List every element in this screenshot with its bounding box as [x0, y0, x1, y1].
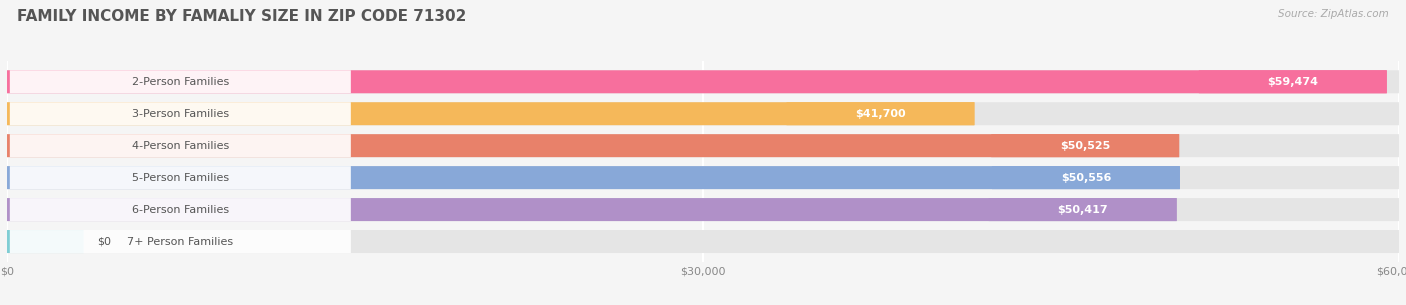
FancyBboxPatch shape: [7, 230, 83, 253]
FancyBboxPatch shape: [991, 134, 1180, 157]
FancyBboxPatch shape: [10, 230, 352, 253]
FancyBboxPatch shape: [10, 102, 352, 125]
Text: 6-Person Families: 6-Person Families: [132, 205, 229, 215]
FancyBboxPatch shape: [993, 166, 1180, 189]
FancyBboxPatch shape: [7, 102, 1399, 125]
FancyBboxPatch shape: [7, 166, 1180, 189]
Text: 5-Person Families: 5-Person Families: [132, 173, 229, 183]
FancyBboxPatch shape: [7, 102, 974, 125]
Text: $41,700: $41,700: [855, 109, 905, 119]
FancyBboxPatch shape: [7, 166, 1399, 189]
Text: $0: $0: [97, 237, 111, 246]
FancyBboxPatch shape: [10, 70, 352, 93]
Text: $59,474: $59,474: [1267, 77, 1319, 87]
Text: $50,525: $50,525: [1060, 141, 1111, 151]
FancyBboxPatch shape: [10, 166, 352, 189]
FancyBboxPatch shape: [7, 198, 1177, 221]
FancyBboxPatch shape: [7, 70, 1386, 93]
FancyBboxPatch shape: [7, 70, 1399, 93]
FancyBboxPatch shape: [7, 198, 1399, 221]
Text: 3-Person Families: 3-Person Families: [132, 109, 229, 119]
Text: 7+ Person Families: 7+ Person Families: [128, 237, 233, 246]
Text: $50,556: $50,556: [1060, 173, 1111, 183]
FancyBboxPatch shape: [10, 198, 352, 221]
FancyBboxPatch shape: [988, 198, 1177, 221]
FancyBboxPatch shape: [10, 134, 352, 157]
FancyBboxPatch shape: [7, 134, 1180, 157]
FancyBboxPatch shape: [7, 134, 1399, 157]
FancyBboxPatch shape: [7, 230, 1399, 253]
Text: Source: ZipAtlas.com: Source: ZipAtlas.com: [1278, 9, 1389, 19]
Text: $50,417: $50,417: [1057, 205, 1108, 215]
FancyBboxPatch shape: [786, 102, 974, 125]
Text: 4-Person Families: 4-Person Families: [132, 141, 229, 151]
Text: 2-Person Families: 2-Person Families: [132, 77, 229, 87]
Text: FAMILY INCOME BY FAMALIY SIZE IN ZIP CODE 71302: FAMILY INCOME BY FAMALIY SIZE IN ZIP COD…: [17, 9, 467, 24]
FancyBboxPatch shape: [1199, 70, 1386, 93]
